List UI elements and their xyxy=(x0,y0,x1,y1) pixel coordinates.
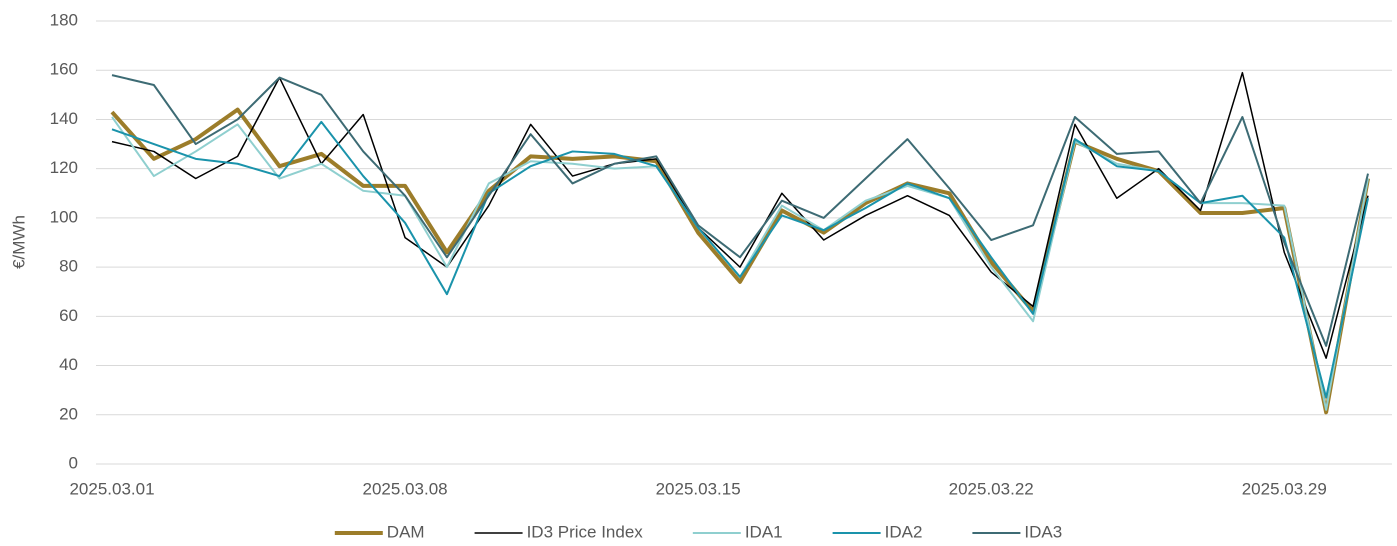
x-tick-label: 2025.03.29 xyxy=(1242,479,1327,498)
y-tick-label: 100 xyxy=(50,207,78,226)
y-axis-label: €/MWh xyxy=(9,215,28,269)
series-line xyxy=(111,74,1369,347)
x-tick-label: 2025.03.15 xyxy=(656,479,741,498)
series-line xyxy=(111,71,1369,359)
y-tick-label: 80 xyxy=(59,257,78,276)
y-tick-label: 160 xyxy=(50,60,78,79)
series-line xyxy=(110,107,1370,415)
legend-label: IDA2 xyxy=(885,522,923,541)
x-tick-label: 2025.03.22 xyxy=(949,479,1034,498)
x-tick-label: 2025.03.01 xyxy=(69,479,154,498)
y-tick-label: 60 xyxy=(59,306,78,325)
y-tick-label: 0 xyxy=(69,453,78,472)
legend-label: DAM xyxy=(387,522,425,541)
legend-label: IDA3 xyxy=(1024,522,1062,541)
y-tick-label: 140 xyxy=(50,109,78,128)
y-tick-label: 40 xyxy=(59,355,78,374)
x-tick-label: 2025.03.08 xyxy=(363,479,448,498)
legend-label: ID3 Price Index xyxy=(527,522,644,541)
series-line xyxy=(111,120,1369,399)
y-tick-label: 180 xyxy=(50,10,78,29)
y-tick-label: 120 xyxy=(50,158,78,177)
legend-label: IDA1 xyxy=(745,522,783,541)
y-tick-label: 20 xyxy=(59,404,78,423)
